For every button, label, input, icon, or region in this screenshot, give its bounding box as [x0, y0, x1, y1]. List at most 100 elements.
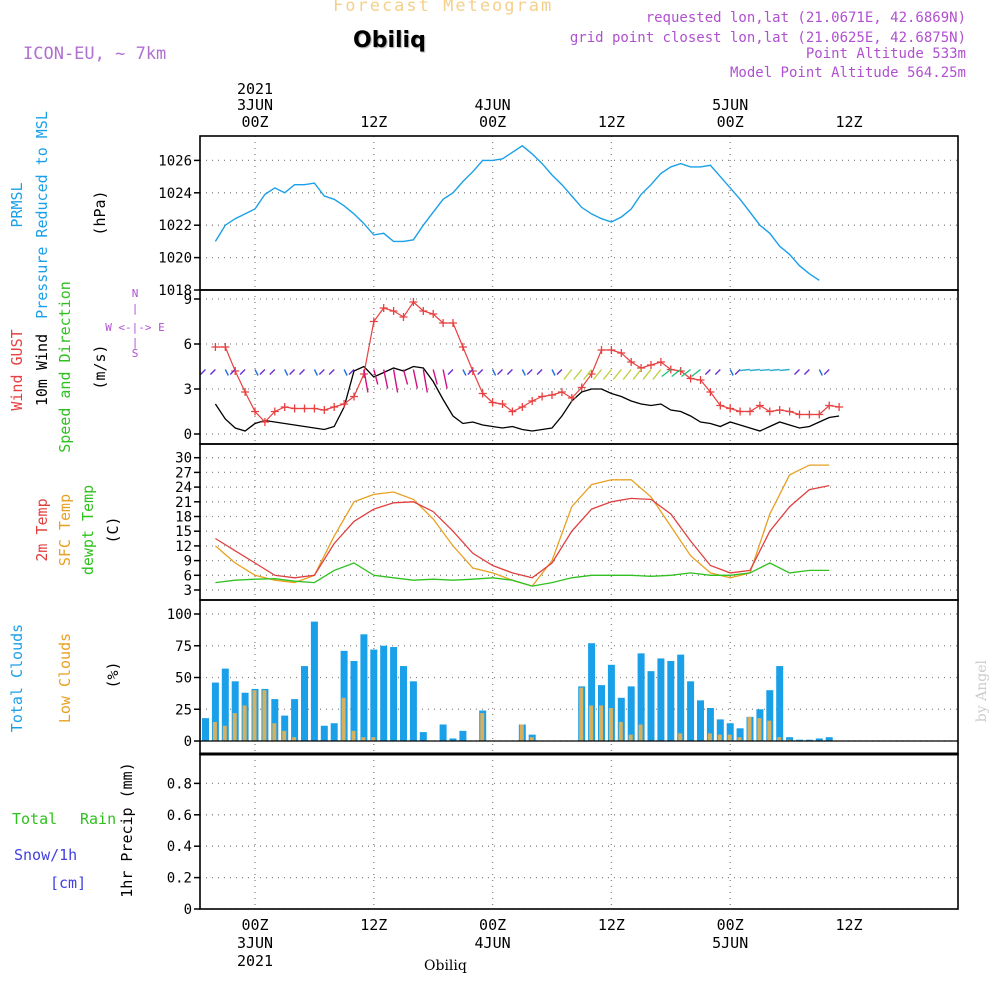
- wind-arrow: [526, 369, 533, 375]
- top-time-tick: 00Z: [241, 113, 268, 131]
- bar-low-clouds: [638, 724, 643, 741]
- model-name: ICON-EU, ~ 7km: [23, 44, 167, 64]
- y-tick-label: 1024: [158, 186, 192, 202]
- gust-marker: [458, 343, 467, 351]
- bar-total-clouds: [796, 739, 803, 741]
- wind-arrow: [254, 369, 259, 376]
- legend-rain: Rain: [80, 810, 116, 828]
- wind-arrow: [383, 369, 389, 389]
- bar-low-clouds: [777, 737, 782, 741]
- gust-marker: [686, 374, 695, 383]
- bar-low-clouds: [351, 730, 356, 741]
- gust-marker: [736, 407, 745, 416]
- y-tick-label: 15: [175, 524, 192, 540]
- bar-low-clouds: [608, 707, 613, 741]
- gust-marker: [409, 298, 418, 306]
- gust-marker: [528, 397, 537, 405]
- bar-low-clouds: [232, 713, 237, 741]
- wind-arrow: [536, 369, 543, 375]
- gust-marker: [270, 407, 279, 416]
- wind-arrow: [612, 369, 622, 380]
- wind-arrow: [739, 368, 751, 372]
- grid-layer: [200, 136, 958, 910]
- gust-marker: [765, 407, 774, 416]
- gust-marker: [835, 403, 844, 411]
- bar-total-clouds: [330, 723, 338, 741]
- y-tick-label: 0: [184, 734, 192, 750]
- wind-arrow: [239, 369, 246, 375]
- wind-arrow: [602, 369, 612, 380]
- y-tick-label: 6: [184, 568, 192, 584]
- panel-frame-prec: [199, 753, 959, 910]
- bar-total-clouds: [449, 738, 457, 741]
- bar-total-clouds: [360, 634, 368, 741]
- bar-low-clouds: [222, 725, 227, 741]
- wind-arrow: [209, 369, 216, 375]
- label-prmsl: PRMSL: [8, 182, 26, 227]
- gust-marker: [399, 313, 408, 321]
- bar-total-clouds: [637, 653, 645, 741]
- wind-arrow: [467, 369, 474, 375]
- bar-low-clouds: [589, 705, 594, 741]
- model-point-altitude: Model Point Altitude 564.25m: [729, 65, 966, 81]
- wind-arrow: [704, 369, 711, 375]
- gust-marker: [795, 410, 804, 419]
- label-celsius: (C): [104, 516, 122, 543]
- bottom-year: 2021: [237, 952, 273, 970]
- bar-low-clouds: [262, 690, 267, 741]
- bottom-day-label: 4JUN: [475, 934, 511, 952]
- wind-arrow: [642, 369, 652, 380]
- wind-arrow: [432, 369, 438, 385]
- gust-marker: [577, 383, 586, 392]
- bar-low-clouds: [212, 721, 217, 741]
- wind-arrow: [229, 369, 236, 375]
- gust-marker: [320, 406, 329, 414]
- bar-total-clouds: [459, 730, 467, 741]
- gust-marker: [330, 403, 339, 411]
- bar-total-clouds: [211, 682, 219, 741]
- y-tick-label: 0: [184, 427, 192, 443]
- gust-marker: [468, 367, 477, 375]
- bar-low-clouds: [361, 737, 366, 741]
- gust-marker: [260, 418, 269, 426]
- label-low-clouds: Low Clouds: [56, 633, 74, 723]
- wind-arrow: [563, 369, 573, 380]
- point-altitude: Point Altitude 533m: [805, 46, 966, 62]
- station-name: Obiliq: [353, 28, 426, 53]
- bar-total-clouds: [647, 671, 655, 741]
- bar-total-clouds: [310, 621, 318, 741]
- wind-arrow: [269, 369, 276, 375]
- gust-marker: [647, 361, 655, 369]
- gust-marker: [518, 403, 527, 411]
- wind-arrow: [592, 369, 603, 380]
- bottom-time-tick: 00Z: [717, 916, 744, 934]
- series-sfc-temp: [214, 464, 830, 587]
- wind-arrow: [402, 369, 409, 385]
- y-tick-label: 0.6: [167, 808, 192, 824]
- gust-marker: [300, 404, 309, 413]
- compass-pipe: |: [132, 302, 139, 315]
- y-tick-label: 27: [175, 465, 192, 481]
- series-2m-temp: [215, 484, 830, 579]
- label-percent: (%): [104, 661, 122, 688]
- wind-arrow: [681, 368, 692, 378]
- chart-title: Forecast Meteogram: [333, 0, 554, 16]
- bar-total-clouds: [726, 723, 734, 741]
- bar-total-clouds: [231, 681, 239, 741]
- wind-arrow: [729, 369, 734, 376]
- top-time-tick: 00Z: [717, 113, 744, 131]
- wind-arrow: [343, 369, 348, 376]
- gust-marker: [389, 307, 398, 315]
- wind-arrow: [477, 369, 484, 375]
- wind-arrow: [818, 369, 823, 376]
- bar-total-clouds: [766, 690, 774, 741]
- gust-marker: [488, 398, 497, 407]
- bar-total-clouds: [271, 699, 279, 741]
- bar-total-clouds: [617, 697, 625, 741]
- bar-total-clouds: [776, 666, 784, 741]
- bar-low-clouds: [371, 737, 376, 741]
- bar-total-clouds: [607, 664, 615, 741]
- gust-marker: [508, 407, 517, 416]
- bar-total-clouds: [697, 700, 704, 741]
- y-tick-label: 0.8: [167, 776, 192, 792]
